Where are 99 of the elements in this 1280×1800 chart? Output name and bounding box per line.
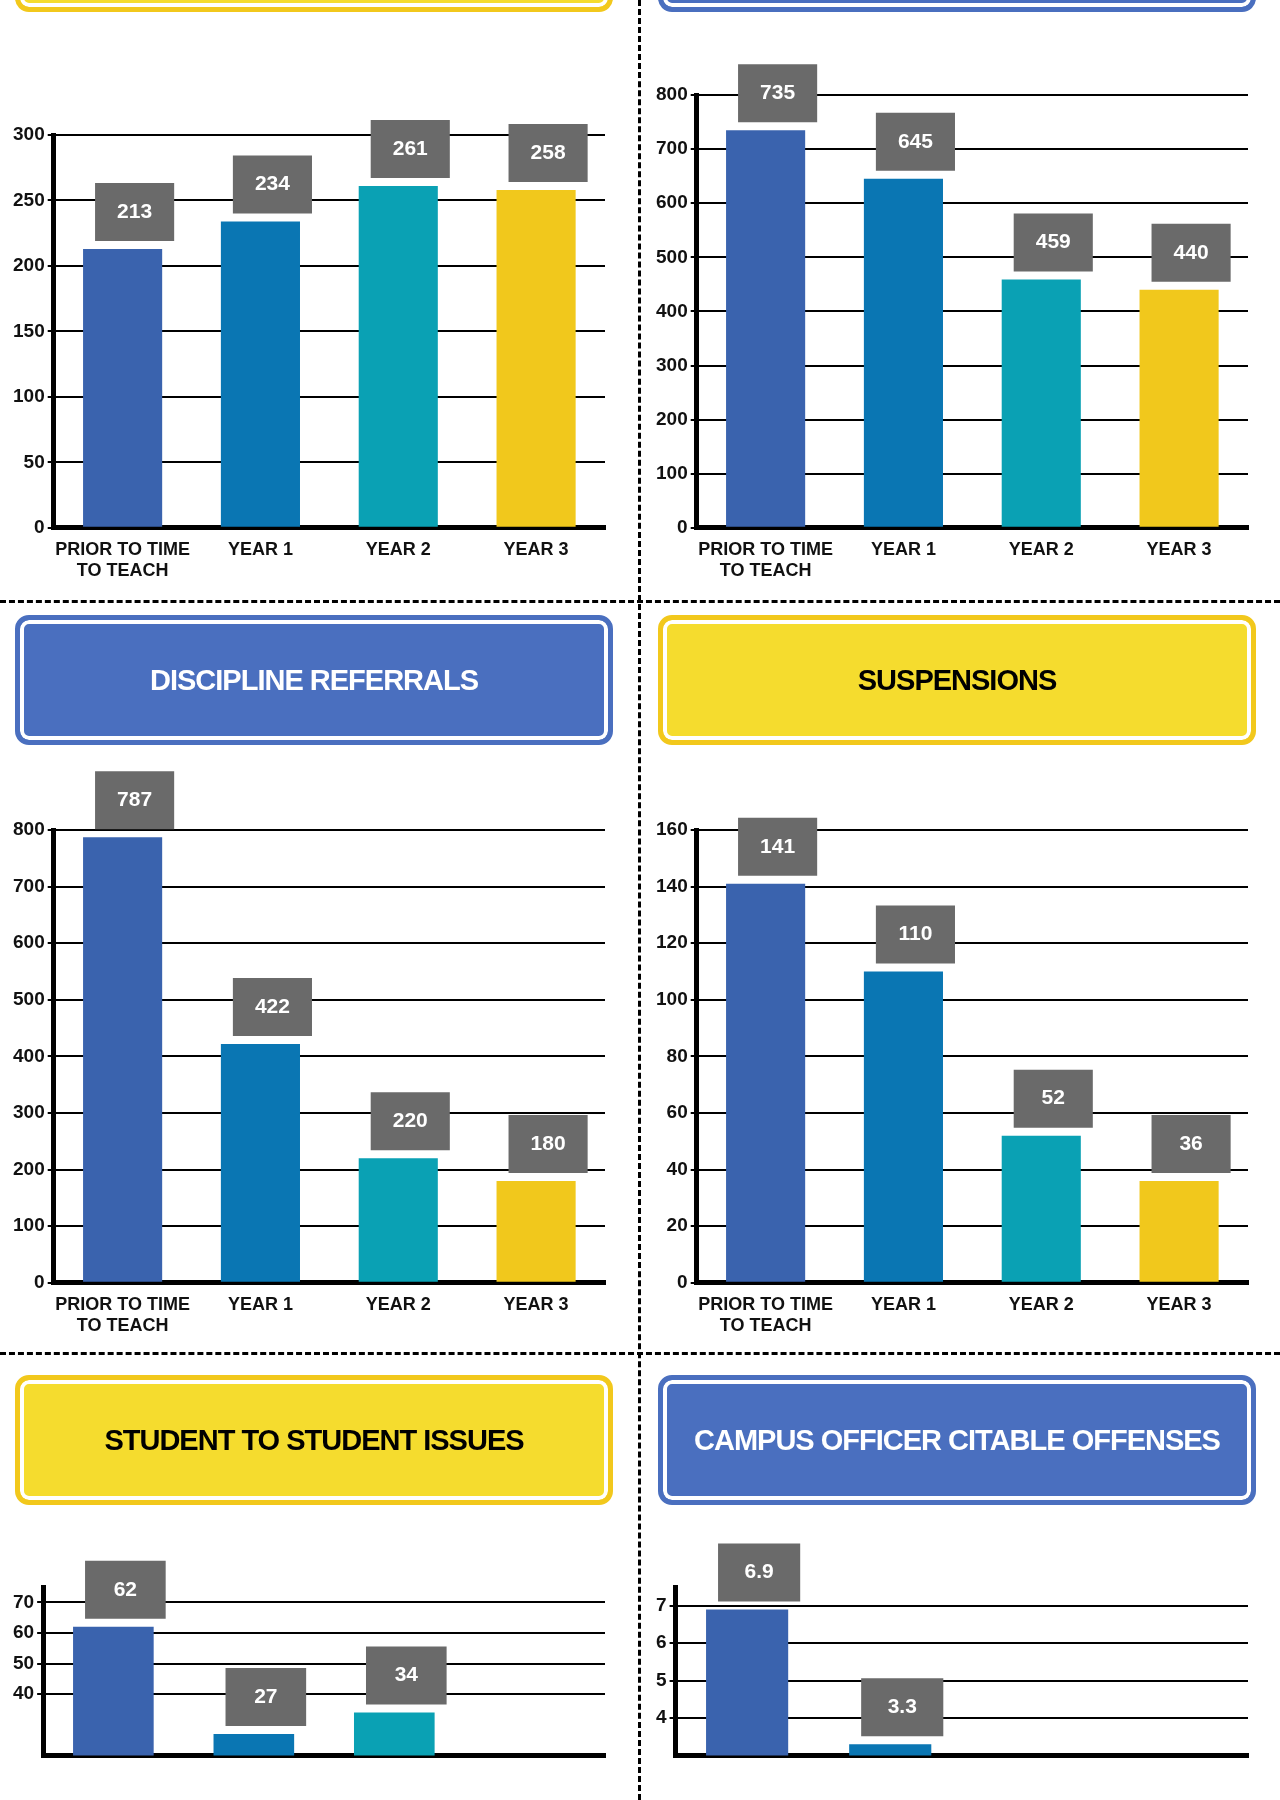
x-tick-label: YEAR 3 (1146, 538, 1212, 559)
x-tick-label: YEAR 3 (1146, 1293, 1212, 1314)
data-label: 645 (897, 128, 934, 152)
data-label: 110 (898, 921, 933, 945)
y-tick-label: 200 (656, 407, 688, 429)
data-label: 735 (760, 79, 796, 103)
y-tick-label: 300 (656, 353, 688, 375)
data-label: 213 (117, 198, 153, 222)
bar (863, 178, 943, 527)
y-tick-label: 50 (23, 450, 45, 472)
y-tick-label: 400 (656, 299, 688, 321)
bar (496, 1180, 576, 1282)
bar (220, 221, 300, 527)
y-tick-label: 120 (656, 931, 688, 953)
bar (1139, 289, 1219, 527)
x-tick-label: YEAR 2 (365, 538, 431, 559)
bar (83, 837, 163, 1282)
y-tick-label: 800 (656, 83, 688, 105)
x-tick-label: PRIOR TO TIME TO TEACH (698, 538, 833, 581)
y-tick-label: 600 (13, 931, 45, 953)
data-label: 62 (113, 1576, 138, 1600)
chart-title: CAMPUS OFFICER CITABLE OFFENSES (658, 1375, 1256, 1505)
bar (1139, 1180, 1219, 1282)
data-label: 220 (392, 1108, 428, 1132)
data-label: 6.9 (744, 1559, 774, 1583)
bar (863, 971, 943, 1282)
x-tick-label: YEAR 1 (227, 1293, 293, 1314)
y-tick-label: 5 (655, 1668, 667, 1690)
x-tick-label: YEAR 2 (1008, 538, 1074, 559)
data-label: 787 (117, 787, 153, 811)
x-tick-label: YEAR 1 (227, 538, 293, 559)
chart-title: DISCIPLINE REFERRALS (15, 615, 613, 745)
data-label: 27 (254, 1683, 278, 1707)
data-label: 440 (1173, 239, 1209, 263)
y-tick-label: 0 (34, 516, 45, 538)
y-tick-label: 150 (13, 319, 45, 341)
x-tick-label: PRIOR TO TIME TO TEACH (55, 1293, 190, 1336)
data-label: 261 (392, 135, 429, 159)
bar (1001, 279, 1081, 527)
x-tick-label: YEAR 1 (870, 1293, 936, 1314)
y-tick-label: 40 (12, 1682, 35, 1704)
y-tick-label: 500 (13, 988, 45, 1010)
y-tick-label: 500 (656, 245, 688, 267)
y-tick-label: 20 (666, 1214, 688, 1236)
x-tick-label: YEAR 3 (503, 1293, 569, 1314)
y-tick-label: 300 (13, 123, 45, 145)
y-tick-label: 600 (656, 191, 688, 213)
y-tick-label: 6 (655, 1631, 667, 1653)
y-tick-label: 100 (656, 988, 688, 1010)
data-label: 141 (760, 833, 796, 857)
y-tick-label: 4 (655, 1706, 667, 1728)
data-label: 52 (1041, 1085, 1065, 1109)
y-tick-label: 140 (656, 874, 688, 896)
y-tick-label: 0 (34, 1271, 45, 1293)
y-tick-label: 160 (656, 818, 688, 840)
bar (83, 248, 163, 527)
x-tick-label: PRIOR TO TIME TO TEACH (698, 1293, 833, 1336)
y-tick-label: 60 (666, 1101, 688, 1123)
y-tick-label: 40 (666, 1157, 688, 1179)
y-tick-label: 100 (13, 385, 45, 407)
y-tick-label: 100 (656, 461, 688, 483)
data-label: 34 (394, 1662, 419, 1686)
y-tick-label: 800 (13, 818, 45, 840)
bar (220, 1043, 300, 1282)
x-tick-label: PRIOR TO TIME TO TEACH (55, 538, 190, 581)
x-tick-label: YEAR 3 (503, 538, 569, 559)
bar (358, 186, 438, 527)
bar (1001, 1135, 1081, 1282)
data-label: 180 (530, 1130, 566, 1154)
data-label: 459 (1035, 229, 1071, 253)
y-tick-label: 700 (13, 874, 45, 896)
bar (358, 1158, 438, 1282)
data-label: 36 (1179, 1130, 1203, 1154)
chart-title: SUSPENSIONS (658, 615, 1256, 745)
y-tick-label: 200 (13, 1157, 45, 1179)
y-tick-label: 300 (13, 1101, 45, 1123)
bar (726, 883, 806, 1282)
y-tick-label: 80 (666, 1044, 688, 1066)
x-tick-label: YEAR 2 (365, 1293, 431, 1314)
y-tick-label: 0 (677, 516, 688, 538)
y-tick-label: 250 (13, 188, 45, 210)
y-tick-label: 50 (12, 1651, 35, 1673)
y-tick-label: 700 (656, 137, 688, 159)
bar (496, 189, 576, 527)
y-tick-label: 70 (12, 1590, 35, 1612)
data-label: 3.3 (887, 1693, 917, 1717)
x-tick-label: YEAR 2 (1008, 1293, 1074, 1314)
bar (726, 130, 806, 527)
data-label: 258 (530, 139, 566, 163)
data-label: 422 (254, 993, 290, 1017)
x-tick-label: YEAR 1 (870, 538, 936, 559)
data-label: 234 (254, 171, 291, 195)
y-tick-label: 60 (12, 1621, 35, 1643)
y-tick-label: 100 (13, 1214, 45, 1236)
y-tick-label: 7 (655, 1593, 667, 1615)
y-tick-label: 400 (13, 1044, 45, 1066)
y-tick-label: 0 (677, 1271, 688, 1293)
chart-title: STUDENT TO STUDENT ISSUES (15, 1375, 613, 1505)
y-tick-label: 200 (13, 254, 45, 276)
